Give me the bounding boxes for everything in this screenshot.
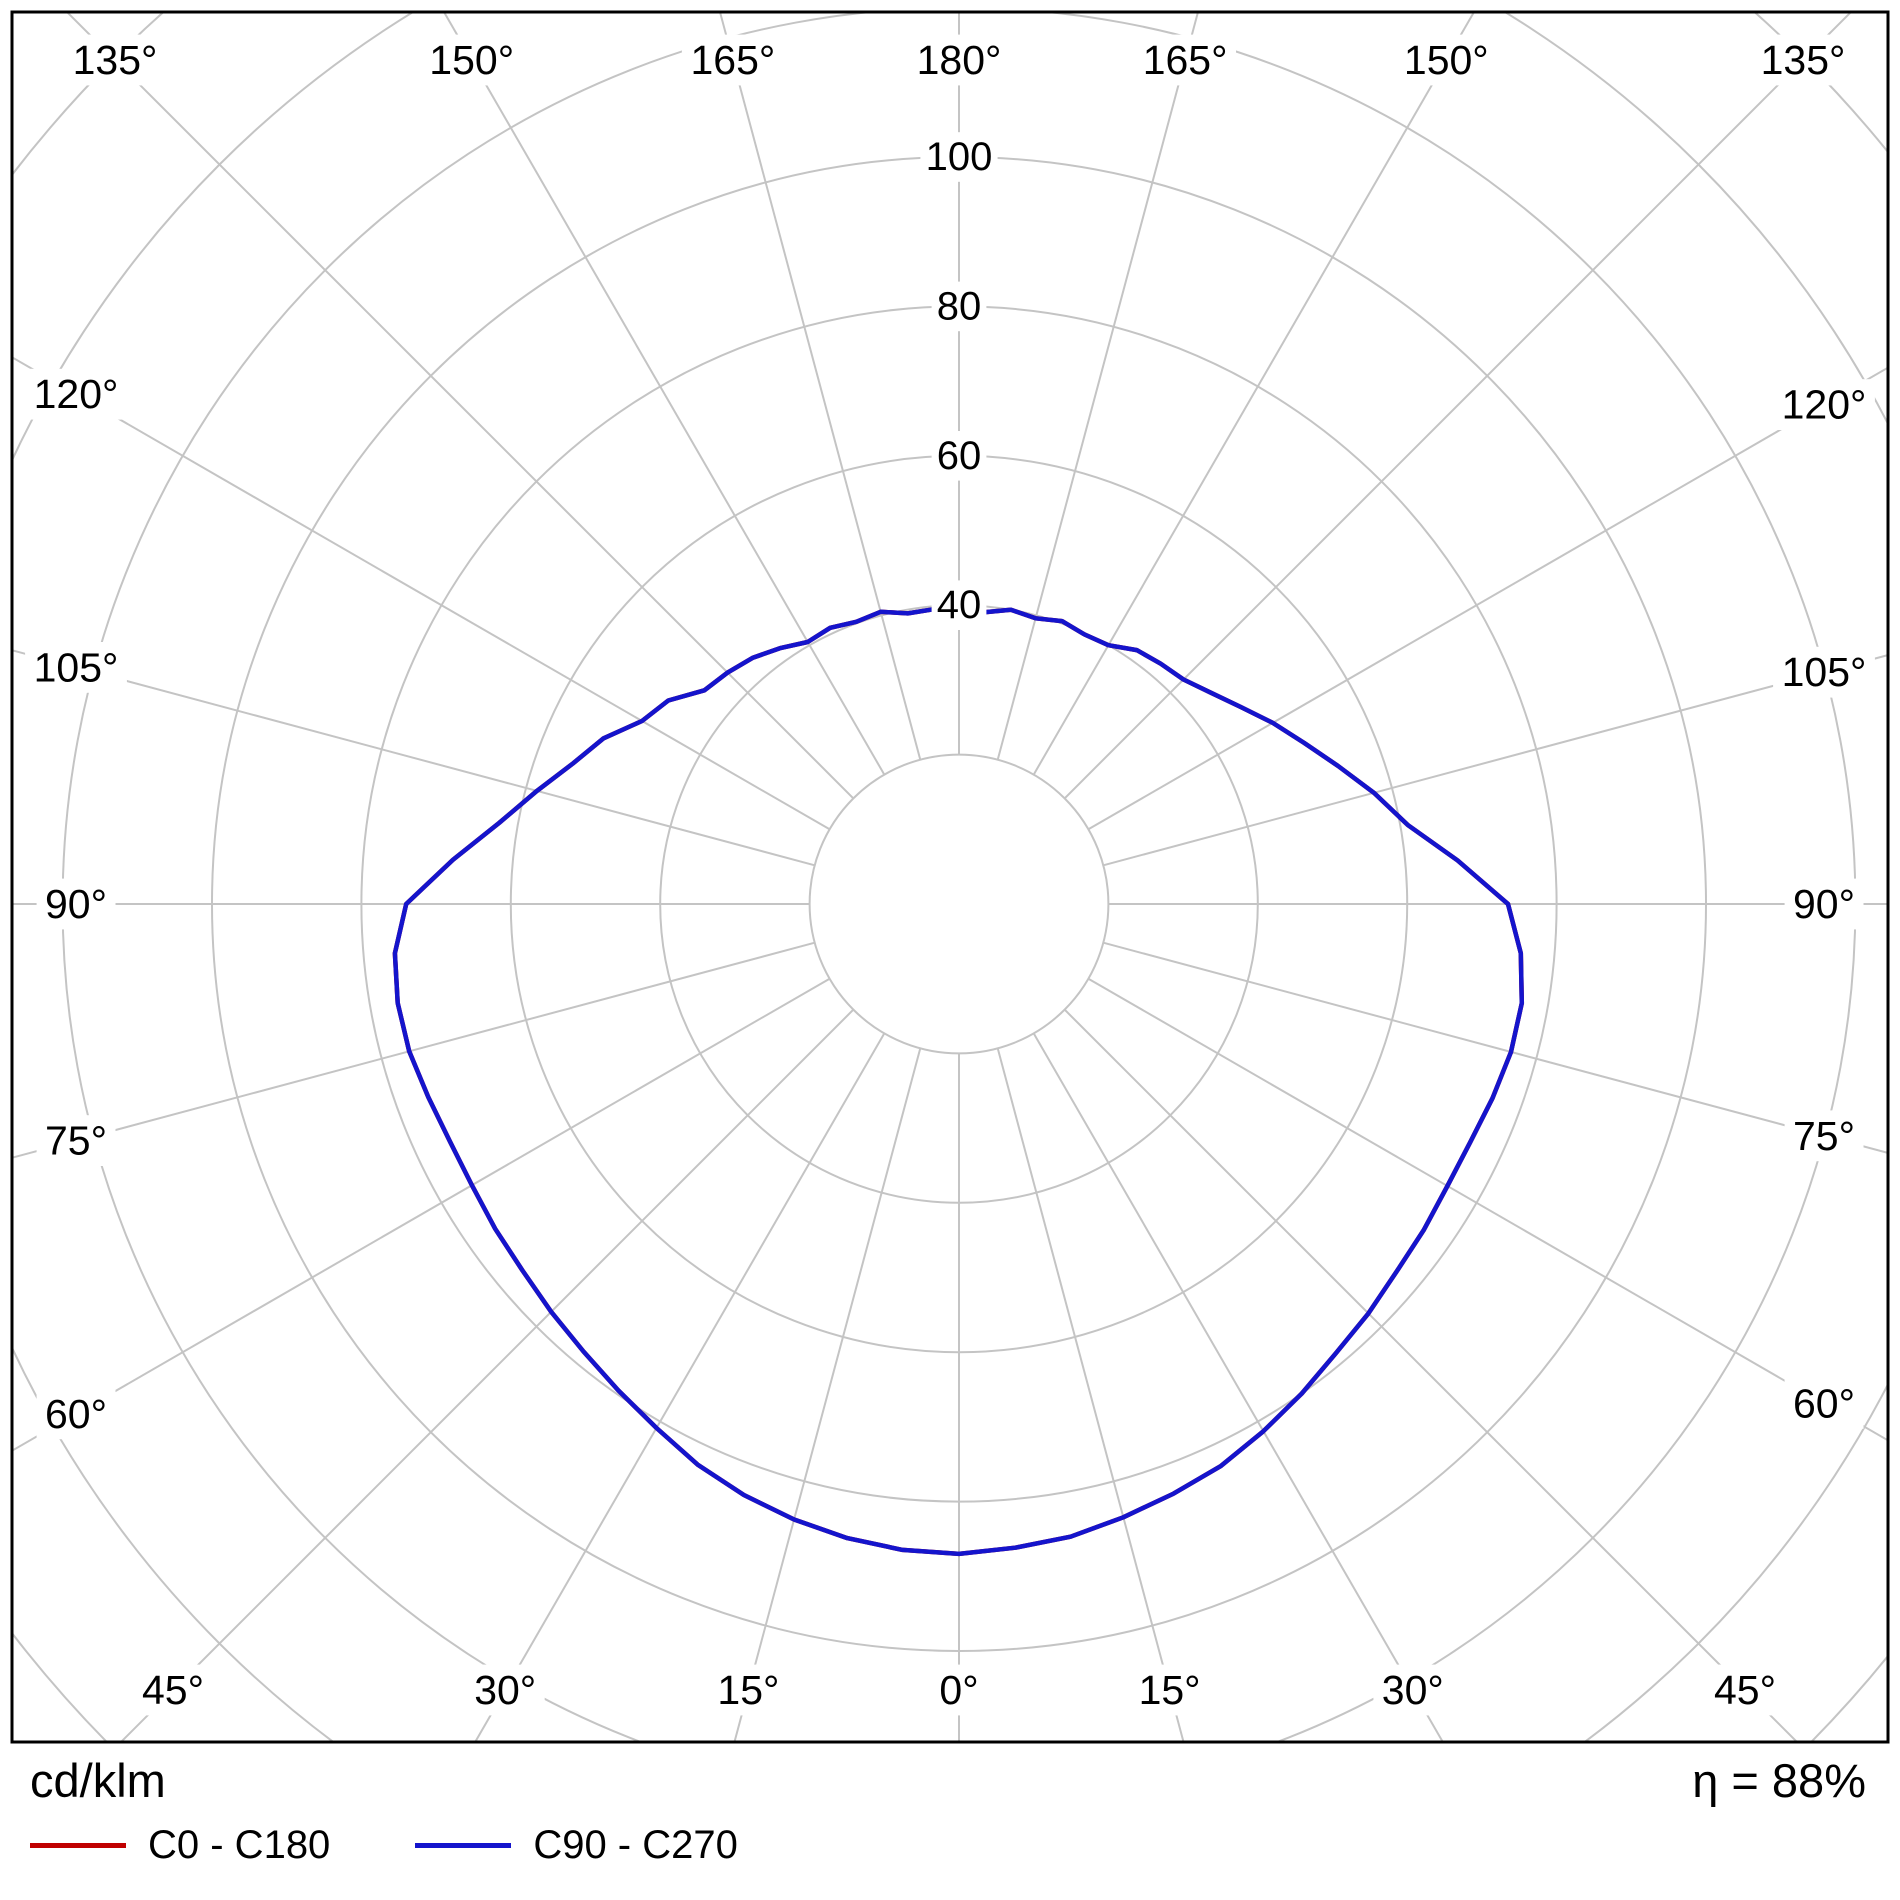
footer: cd/klm η = 88% C0 - C180 C90 - C270 <box>0 1745 1900 1868</box>
legend: C0 - C180 C90 - C270 <box>30 1823 1866 1868</box>
svg-text:75°: 75° <box>45 1118 107 1164</box>
legend-item-c0-c180: C0 - C180 <box>30 1823 330 1868</box>
svg-text:45°: 45° <box>142 1667 204 1713</box>
legend-swatch-c90-c270-icon <box>415 1842 512 1848</box>
legend-label-c0-c180: C0 - C180 <box>148 1822 331 1867</box>
svg-text:45°: 45° <box>1714 1667 1776 1713</box>
svg-text:165°: 165° <box>1143 37 1228 83</box>
svg-text:60°: 60° <box>1793 1380 1855 1426</box>
svg-text:120°: 120° <box>1782 382 1867 428</box>
svg-text:30°: 30° <box>1382 1667 1444 1713</box>
svg-text:105°: 105° <box>34 644 119 690</box>
footer-top-row: cd/klm η = 88% <box>30 1755 1866 1807</box>
svg-text:180°: 180° <box>917 37 1002 83</box>
svg-text:60: 60 <box>937 434 982 478</box>
svg-text:120°: 120° <box>34 371 119 417</box>
svg-text:105°: 105° <box>1782 649 1867 695</box>
legend-swatch-c0-c180-icon <box>30 1842 126 1848</box>
svg-text:135°: 135° <box>1761 37 1846 83</box>
svg-text:15°: 15° <box>1139 1667 1201 1713</box>
svg-text:80: 80 <box>937 284 982 328</box>
svg-text:165°: 165° <box>690 37 775 83</box>
polar-plot: 40 60 80 100 0° 15° 15° 30° 30° 45° 45° 60° 60° 75° 75… <box>10 10 1890 1744</box>
svg-text:150°: 150° <box>429 37 514 83</box>
svg-text:40: 40 <box>937 583 982 627</box>
polar-chart-figure: 40 60 80 100 0° 15° 15° 30° 30° 45° 45° 60° 60° 75° 75… <box>10 10 1890 1744</box>
svg-text:150°: 150° <box>1404 37 1489 83</box>
efficiency-label: η = 88% <box>1692 1754 1866 1807</box>
legend-label-c90-c270: C90 - C270 <box>533 1822 738 1867</box>
legend-item-c90-c270: C90 - C270 <box>415 1823 738 1868</box>
svg-text:100: 100 <box>926 135 993 179</box>
svg-text:90°: 90° <box>45 881 107 927</box>
svg-text:30°: 30° <box>474 1667 536 1713</box>
svg-text:15°: 15° <box>717 1667 779 1713</box>
svg-text:90°: 90° <box>1793 881 1855 927</box>
unit-label: cd/klm <box>30 1754 166 1807</box>
svg-text:60°: 60° <box>45 1391 107 1437</box>
svg-text:0°: 0° <box>939 1667 978 1713</box>
svg-text:75°: 75° <box>1793 1113 1855 1159</box>
svg-text:135°: 135° <box>73 37 158 83</box>
